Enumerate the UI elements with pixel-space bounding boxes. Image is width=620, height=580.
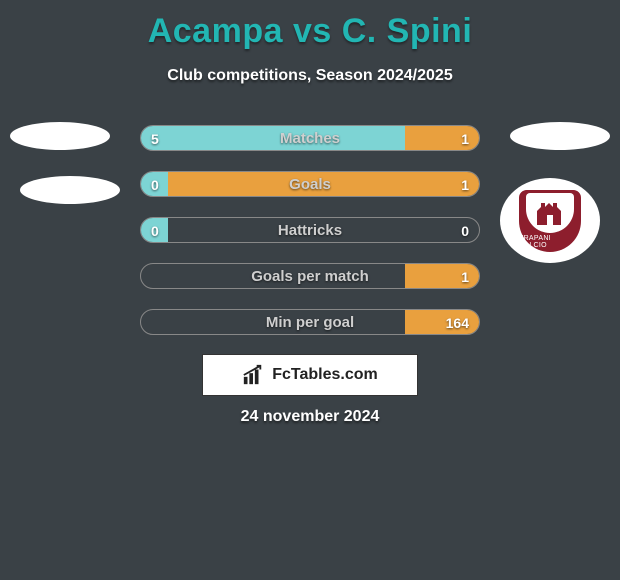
castle-icon (533, 199, 567, 227)
comparison-title: Acampa vs C. Spini (0, 0, 620, 51)
stat-label: Min per goal (141, 310, 479, 335)
stat-label: Hattricks (141, 218, 479, 243)
player-right-club-logo-1 (510, 122, 610, 150)
comparison-subtitle: Club competitions, Season 2024/2025 (0, 67, 620, 85)
brand-name: FcTables.com (272, 366, 378, 384)
club-shield-text: TRAPANI CALCIO (519, 235, 581, 249)
bar-chart-icon (242, 364, 264, 386)
stats-container: 51Matches 01Goals 00Hattricks 1Goals per ma… (140, 125, 480, 355)
player-left-club-logo-2 (20, 176, 120, 204)
club-shield-icon: TRAPANI CALCIO (519, 190, 581, 252)
stat-label: Goals per match (141, 264, 479, 289)
stat-label: Matches (141, 126, 479, 151)
stat-label: Goals (141, 172, 479, 197)
stat-row: 00Hattricks (140, 217, 480, 243)
stat-row: 1Goals per match (140, 263, 480, 289)
player-left-club-logo-1 (10, 122, 110, 150)
stat-row: 164Min per goal (140, 309, 480, 335)
player-right-club-logo-2: TRAPANI CALCIO (500, 178, 600, 263)
stat-row: 01Goals (140, 171, 480, 197)
snapshot-date: 24 november 2024 (0, 408, 620, 426)
stat-row: 51Matches (140, 125, 480, 151)
brand-footer: FcTables.com (202, 354, 418, 396)
